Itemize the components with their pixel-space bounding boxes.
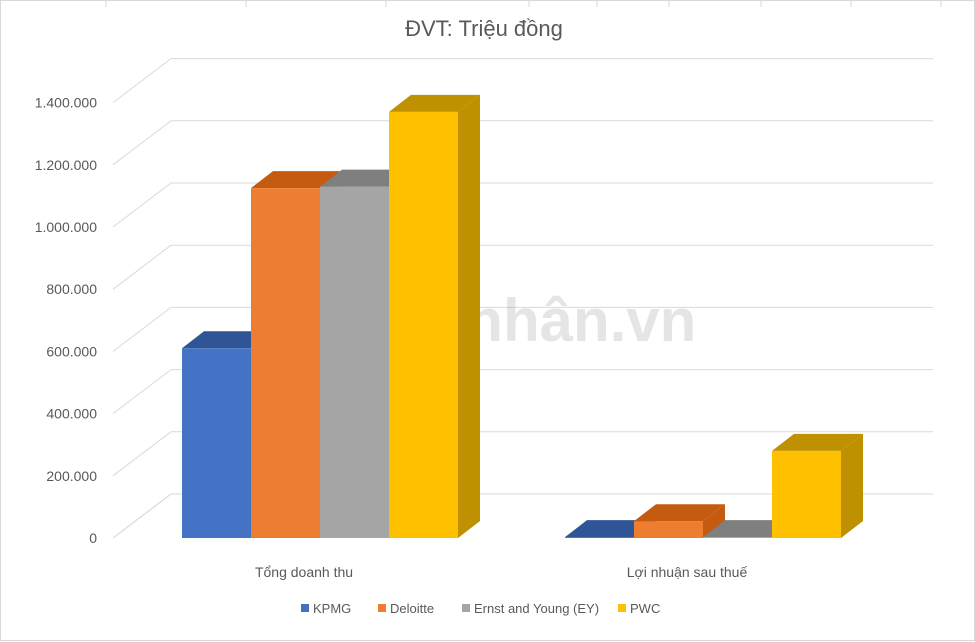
y-tick-label: 1.200.000 — [35, 157, 97, 173]
y-tick-label: 600.000 — [46, 343, 97, 359]
legend-label: PWC — [630, 601, 660, 616]
legend: KPMG Deloitte Ernst and Young (EY) PWC — [301, 601, 660, 616]
gridline-slant — [112, 120, 172, 166]
x-category-label: Lợi nhuận sau thuế — [627, 564, 748, 580]
y-tick-label: 400.000 — [46, 406, 97, 422]
bar — [251, 188, 320, 538]
bar-top — [772, 433, 863, 451]
gridline-slant — [112, 307, 172, 352]
gridline-slant — [112, 369, 172, 414]
bar — [772, 450, 841, 538]
bar-side — [703, 504, 725, 538]
bar — [320, 186, 389, 538]
spreadsheet-gridlines — [105, 1, 942, 7]
gridline-slant — [112, 431, 172, 477]
y-tick-label: 200.000 — [46, 468, 97, 484]
bar-top — [634, 504, 725, 522]
bar-top — [565, 520, 656, 538]
legend-label: Ernst and Young (EY) — [474, 601, 599, 616]
x-axis-categories: Tổng doanh thu Lợi nhuận sau thuế — [255, 564, 748, 580]
bar — [634, 521, 703, 538]
legend-label: KPMG — [313, 601, 351, 616]
bar-side — [458, 94, 480, 539]
legend-swatch — [378, 604, 386, 612]
bars — [182, 94, 863, 539]
bar — [182, 348, 251, 538]
bar-top — [389, 94, 480, 112]
y-tick-label: 800.000 — [46, 281, 97, 297]
bar — [703, 537, 772, 538]
floor-edge — [112, 493, 172, 539]
chart-title: ĐVT: Triệu đồng — [405, 16, 563, 41]
y-tick-label: 1.400.000 — [35, 95, 97, 111]
bar-top — [703, 520, 794, 538]
legend-label: Deloitte — [390, 601, 434, 616]
x-category-label: Tổng doanh thu — [255, 564, 353, 580]
legend-swatch — [462, 604, 470, 612]
y-tick-label: 1.000.000 — [35, 219, 97, 235]
bar-top — [251, 171, 342, 189]
bar-side — [841, 433, 863, 538]
bar-top — [320, 169, 411, 187]
y-tick-label: 0 — [89, 530, 97, 546]
legend-swatch — [301, 604, 309, 612]
gridline-slant — [112, 244, 172, 290]
bar-top — [182, 331, 273, 349]
y-axis-ticks: 0 200.000 400.000 600.000 800.000 1.000.000 1.… — [35, 95, 98, 546]
gridline-slant — [112, 182, 172, 228]
legend-swatch — [618, 604, 626, 612]
bar — [565, 537, 634, 538]
bar — [389, 111, 458, 539]
gridline-slant — [112, 58, 172, 103]
